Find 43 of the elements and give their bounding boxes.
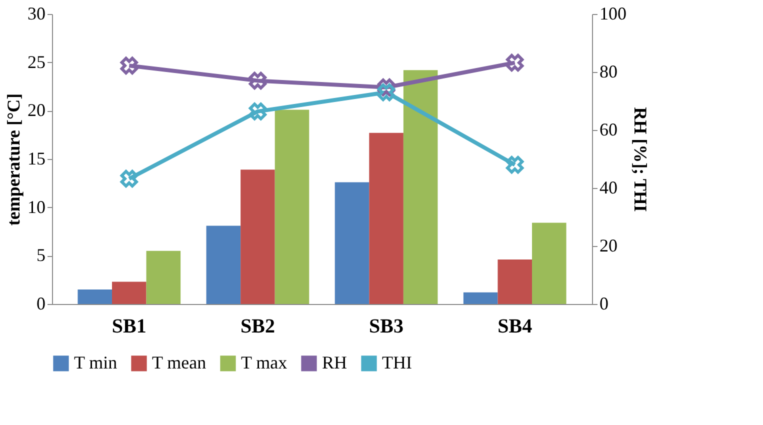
y2-tick-label: 40 [600, 178, 618, 198]
bar [146, 250, 181, 304]
x-tick-label: SB4 [498, 316, 532, 338]
x-tick-label: SB2 [240, 316, 275, 338]
y2-tick-label: 80 [600, 62, 618, 82]
y-tick-label: 10 [28, 196, 46, 217]
y-tick-label: 0 [36, 294, 46, 314]
bar [334, 182, 370, 304]
bar [274, 110, 310, 304]
y2-tick-label: 0 [600, 294, 608, 314]
y2-tick-label: 60 [600, 120, 618, 140]
y-tick-label: 15 [28, 148, 46, 168]
x-tick-label: SB3 [369, 316, 404, 338]
y2-tick-label: 20 [600, 236, 618, 256]
bar [240, 170, 275, 304]
bar [206, 226, 241, 304]
bar [403, 70, 438, 304]
legend-label: T mean [152, 352, 206, 372]
point [377, 83, 396, 102]
y-tick-label: 5 [36, 245, 46, 266]
point [248, 102, 267, 120]
bar [369, 132, 404, 304]
legend-label: T max [241, 352, 288, 372]
x-tick-label: SB1 [112, 316, 146, 338]
bar [532, 222, 566, 304]
legend-label: T min [74, 352, 118, 372]
y-tick-label: 25 [28, 52, 46, 72]
y-axis-title: temperature [°C] [4, 93, 24, 226]
point [248, 72, 267, 90]
point [120, 56, 138, 74]
point [506, 54, 524, 72]
y-tick-label: 30 [28, 4, 46, 24]
y2-tick-label: 100 [600, 4, 626, 24]
bar [112, 282, 146, 304]
legend-label: RH [322, 352, 348, 372]
y2-axis-title: RH [%]; THI [630, 107, 650, 212]
bar [498, 260, 532, 304]
bar [463, 292, 498, 304]
legend-label: THI [382, 352, 412, 372]
bar [78, 290, 112, 304]
point [120, 170, 138, 188]
point [506, 156, 524, 174]
y-tick-label: 20 [28, 100, 46, 120]
